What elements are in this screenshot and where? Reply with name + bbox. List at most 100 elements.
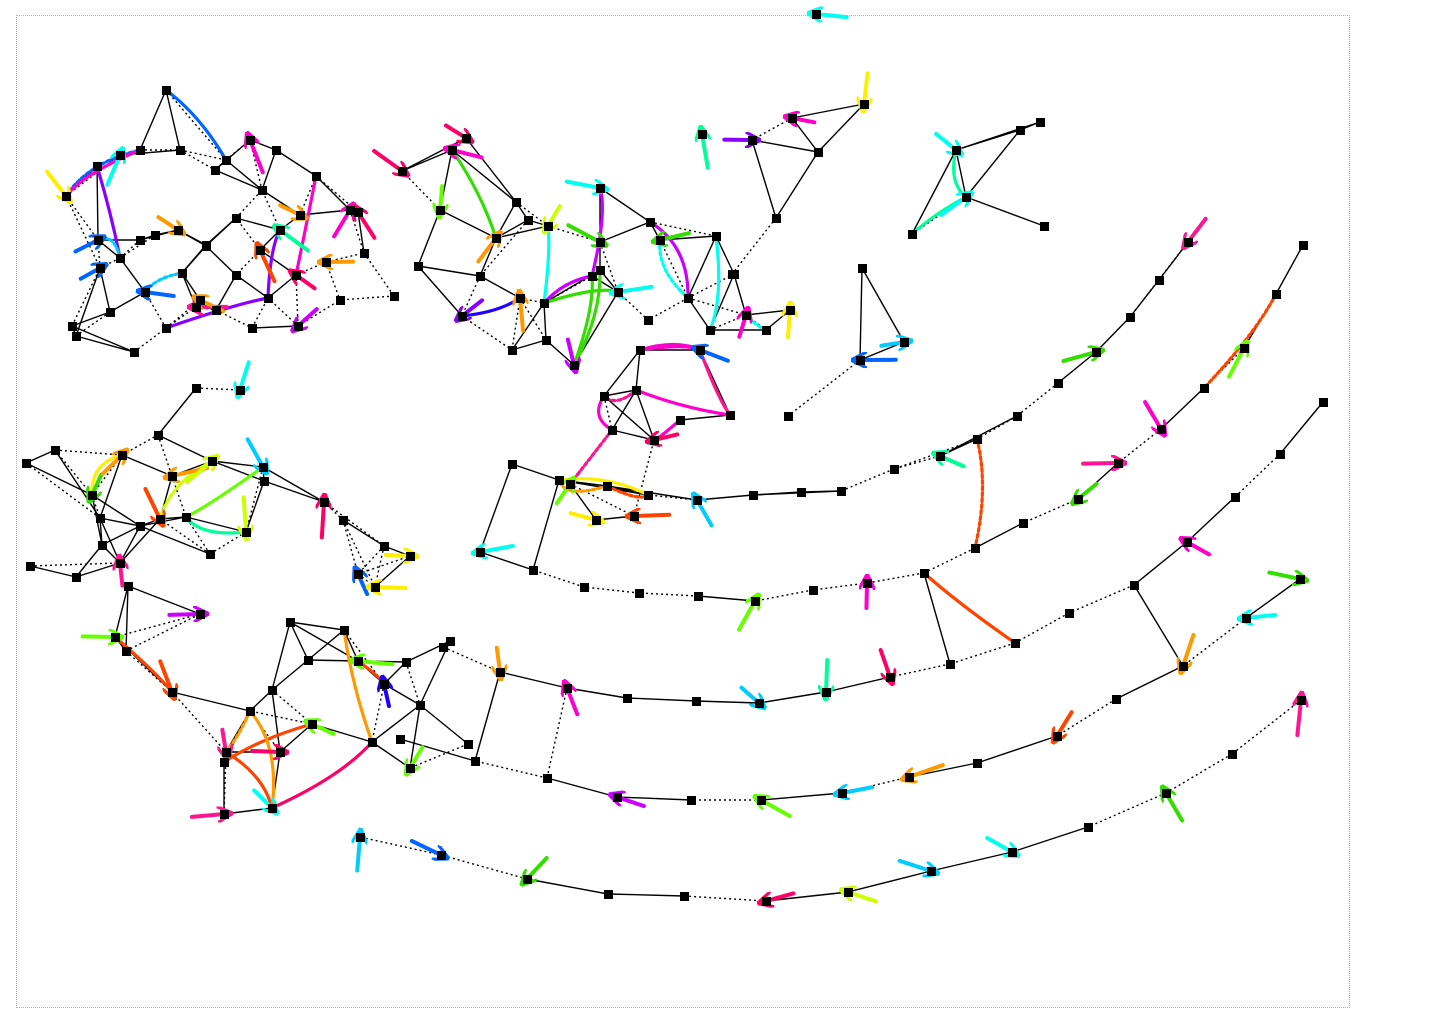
mesh-edge xyxy=(114,613,201,638)
mesh-node xyxy=(523,875,532,884)
mesh-node xyxy=(762,326,771,335)
mesh-edge xyxy=(695,700,760,704)
mesh-node xyxy=(292,271,301,280)
mesh-node xyxy=(122,647,131,656)
mesh-node xyxy=(168,472,177,481)
mesh-node xyxy=(437,851,446,860)
mesh-edge xyxy=(760,792,843,801)
mesh-node xyxy=(414,262,423,271)
mesh-node xyxy=(592,516,601,525)
mesh-node xyxy=(726,411,735,420)
mesh-edge xyxy=(371,741,411,769)
mesh-node xyxy=(106,308,115,317)
mesh-node xyxy=(1016,126,1025,135)
mesh-node xyxy=(116,151,125,160)
mesh-edge xyxy=(754,589,814,602)
mesh-edge xyxy=(1014,612,1070,644)
mesh-edge xyxy=(75,311,111,337)
mesh-node xyxy=(322,258,331,267)
mesh-node xyxy=(635,589,644,598)
mesh-node xyxy=(962,193,971,202)
mesh-edge xyxy=(1068,584,1135,614)
mesh-node xyxy=(613,793,622,802)
mesh-edge xyxy=(71,325,135,353)
mesh-node xyxy=(202,242,211,251)
mesh-node xyxy=(1162,789,1171,798)
mesh-node xyxy=(786,306,795,315)
mesh-edge xyxy=(325,261,341,301)
mesh-edge xyxy=(271,659,309,691)
mesh-node xyxy=(258,186,267,195)
mesh-edge xyxy=(245,480,265,533)
mesh-node xyxy=(220,810,229,819)
mesh-node xyxy=(644,316,653,325)
mesh-node xyxy=(211,166,220,175)
mesh-edge xyxy=(611,389,637,431)
flow-path xyxy=(572,268,602,367)
mesh-edge xyxy=(532,569,585,588)
mesh-edge xyxy=(54,449,123,456)
mesh-node xyxy=(162,324,171,333)
mesh-node xyxy=(136,522,145,531)
mesh-node xyxy=(687,796,696,805)
mesh-edge xyxy=(119,234,156,259)
mesh-node xyxy=(757,796,766,805)
mesh-node xyxy=(196,610,205,619)
mesh-edge xyxy=(787,359,861,417)
mesh-edge xyxy=(157,387,197,436)
mesh-node xyxy=(706,326,715,335)
mesh-node xyxy=(162,86,171,95)
mesh-node xyxy=(596,266,605,275)
mesh-edge xyxy=(119,257,146,293)
mesh-node xyxy=(276,226,285,235)
mesh-edge xyxy=(889,663,951,678)
mesh-node xyxy=(788,114,797,123)
mesh-edge xyxy=(75,335,135,353)
mesh-edge xyxy=(75,267,101,337)
mesh-edge xyxy=(409,743,469,769)
mesh-edge xyxy=(1231,699,1302,755)
mesh-edge xyxy=(101,525,141,546)
mesh-node xyxy=(260,477,269,486)
mesh-node xyxy=(496,668,505,677)
mesh-edge xyxy=(159,518,211,555)
mesh-node xyxy=(555,476,564,485)
mesh-node xyxy=(380,542,389,551)
mesh-node xyxy=(1242,614,1251,623)
mesh-node xyxy=(936,452,945,461)
mesh-edge xyxy=(357,555,411,575)
mesh-edge xyxy=(109,291,146,313)
mesh-edge xyxy=(71,267,101,327)
mesh-edge xyxy=(165,89,181,151)
mesh-edge xyxy=(235,274,269,299)
mesh-edge xyxy=(289,621,309,661)
mesh-node xyxy=(268,686,277,695)
mesh-node xyxy=(886,673,895,682)
mesh-edge xyxy=(696,494,754,501)
mesh-edge xyxy=(861,267,905,343)
mesh-node xyxy=(656,236,665,245)
mesh-node xyxy=(111,633,120,642)
mesh-edge xyxy=(479,463,513,553)
mesh-edge xyxy=(758,691,827,704)
mesh-node xyxy=(136,236,145,245)
mesh-node xyxy=(232,271,241,280)
mesh-node xyxy=(837,487,846,496)
mesh-node xyxy=(762,897,771,906)
mesh-node xyxy=(728,270,737,279)
mesh-node xyxy=(596,184,605,193)
flow-path xyxy=(542,224,551,305)
mesh-node xyxy=(168,688,177,697)
mesh-node xyxy=(1228,750,1237,759)
mesh-edge xyxy=(965,129,1021,198)
mesh-edge xyxy=(275,149,317,177)
mesh-edge xyxy=(263,480,325,503)
mesh-edge xyxy=(599,241,619,293)
mesh-node xyxy=(1319,398,1328,407)
mesh-node xyxy=(339,516,348,525)
mesh-node xyxy=(1053,732,1062,741)
mesh-edge xyxy=(965,196,1045,227)
mesh-edge xyxy=(751,117,793,141)
mesh-edge xyxy=(262,466,325,503)
mesh-node xyxy=(1157,425,1166,434)
